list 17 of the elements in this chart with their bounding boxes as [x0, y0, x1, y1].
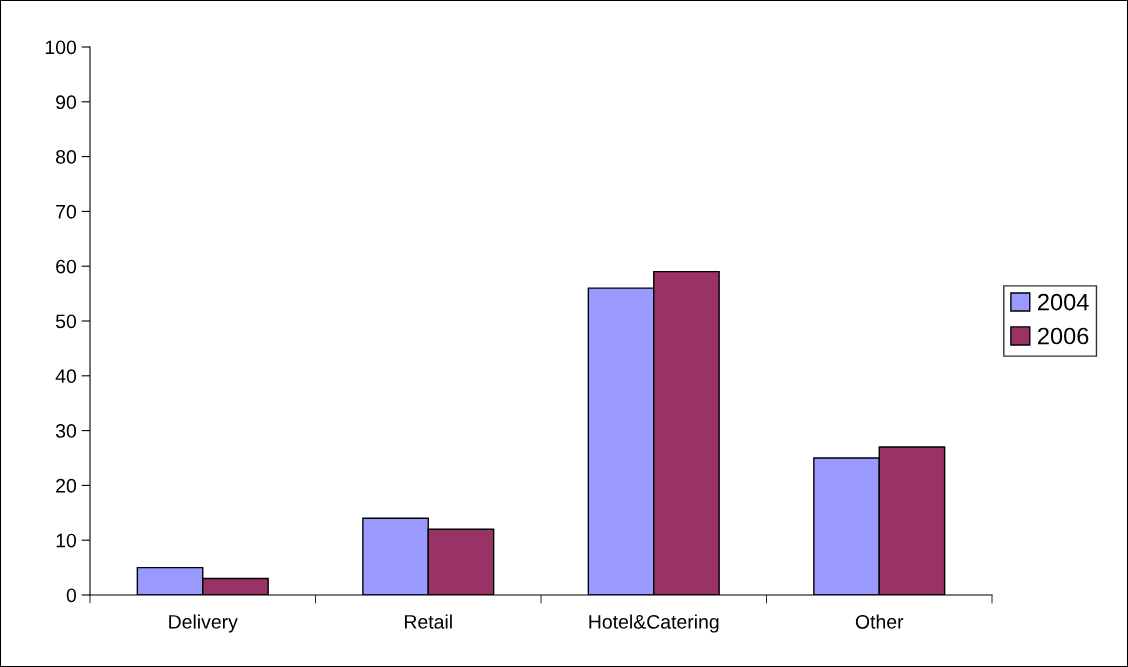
x-tick-label: Other — [855, 614, 904, 629]
x-tick-label: Delivery — [169, 614, 238, 633]
y-tick-label: 40 — [55, 369, 77, 384]
y-tick-label: 10 — [56, 533, 77, 548]
y-tick-label: 80 — [56, 150, 77, 164]
y-tick-label: 50 — [55, 314, 77, 329]
y-tick-label: 60 — [56, 259, 77, 274]
y-tick-label: 100 — [45, 40, 77, 55]
y-tick-label: 30 — [55, 424, 77, 438]
y-tick-label: 90 — [56, 95, 77, 110]
legend-label: 2004 — [1038, 293, 1089, 311]
y-tick-label: 0 — [66, 588, 77, 603]
x-tick-label: Hotel&Catering — [589, 614, 719, 633]
x-tick-label: Retail — [404, 614, 452, 629]
y-tick-label: 20 — [56, 478, 77, 493]
y-tick-label: 70 — [56, 204, 77, 219]
legend-label: 2006 — [1038, 327, 1089, 345]
